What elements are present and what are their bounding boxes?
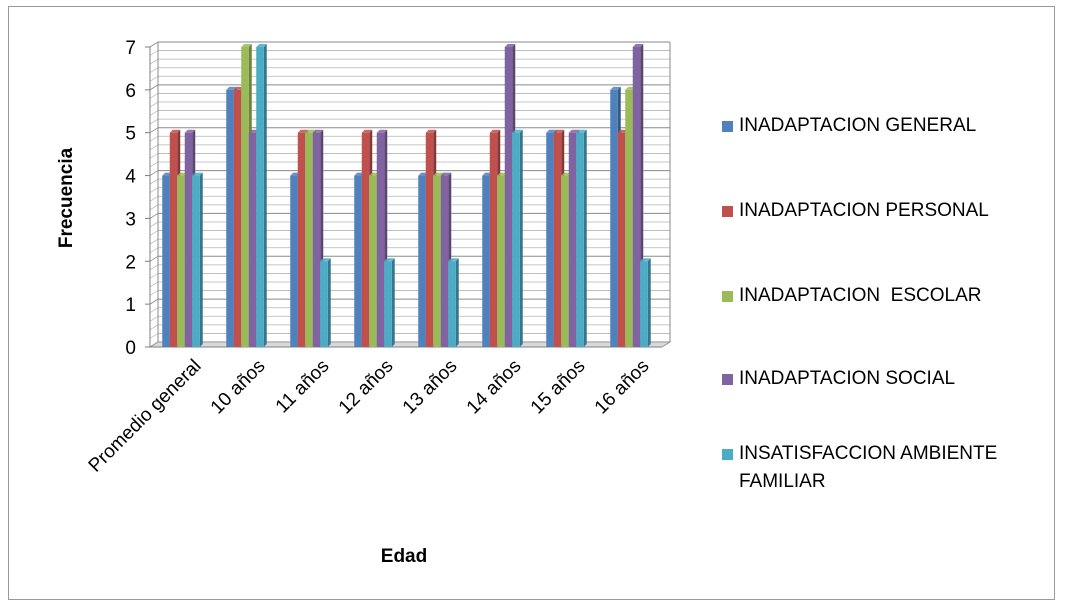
side-gridline (149, 307, 159, 314)
y-tick-label: 6 (125, 81, 136, 102)
bar (512, 129, 523, 347)
side-gridline (149, 101, 159, 108)
side-gridline (149, 238, 159, 245)
y-tick-label: 1 (125, 295, 136, 316)
legend-item: INADAPTACION PERSONAL (722, 197, 1039, 225)
legend-swatch (722, 449, 733, 460)
legend-item: INADAPTACION ESCOLAR (722, 282, 1039, 310)
x-tick-label: 16 años (591, 356, 654, 419)
side-gridline (149, 324, 159, 331)
bars (162, 44, 651, 347)
side-gridline (149, 290, 159, 296)
side-gridline (149, 144, 159, 151)
bar (256, 44, 267, 347)
side-gridline (149, 50, 159, 56)
side-gridline (149, 58, 159, 65)
side-gridline (149, 213, 159, 219)
y-axis-label: Frecuencia (56, 147, 77, 248)
side-gridline (149, 247, 159, 254)
side-gridline (149, 67, 159, 74)
side-gridline (149, 127, 159, 134)
y-tick-label: 5 (125, 124, 136, 145)
bar (384, 258, 395, 347)
legend-label: INADAPTACION PERSONAL (739, 200, 989, 221)
x-tick-label: 14 años (463, 356, 526, 419)
y-tick-label: 0 (125, 338, 136, 359)
bar (448, 258, 459, 347)
x-tick-label: 10 años (207, 356, 270, 419)
y-tick-label: 4 (125, 167, 136, 188)
side-gridline (149, 118, 159, 125)
side-gridline (149, 230, 159, 236)
side-gridline (149, 41, 159, 48)
x-tick-label: 12 años (335, 356, 398, 419)
side-gridline (149, 153, 159, 159)
side-gridline (149, 187, 159, 194)
side-gridline (149, 110, 159, 116)
side-gridline (149, 333, 159, 339)
bar (640, 258, 651, 347)
side-gridline (149, 264, 159, 271)
legend-label: INADAPTACION GENERAL (739, 115, 977, 136)
legend-label: INADAPTACION SOCIAL (739, 368, 956, 389)
legend-swatch (722, 291, 733, 302)
legend-label: INSATISFACCION AMBIENTE FAMILIAR (739, 443, 1003, 492)
x-axis-label: Edad (381, 546, 427, 567)
bar (576, 129, 587, 347)
side-gridline (149, 315, 159, 322)
side-gridline (149, 281, 159, 288)
side-gridline (149, 221, 159, 228)
side-gridline (149, 195, 159, 202)
y-tick-label: 7 (125, 38, 136, 59)
x-tick-label: 15 años (527, 356, 590, 419)
side-gridline (149, 178, 159, 185)
legend-item: INSATISFACCION AMBIENTE FAMILIAR (722, 440, 1039, 496)
x-tick-label: 11 años (272, 356, 334, 418)
legend-swatch (722, 374, 733, 385)
y-tick-label: 2 (125, 252, 136, 273)
bar (192, 172, 203, 347)
side-gridline (149, 298, 159, 305)
legend-swatch (722, 206, 733, 217)
side-gridline (149, 161, 159, 168)
side-gridline (149, 204, 159, 211)
side-gridline (149, 84, 159, 91)
side-gridline (149, 255, 159, 262)
x-tick-label: 13 años (399, 356, 462, 419)
legend-item: INADAPTACION GENERAL (722, 112, 1039, 140)
side-gridline (149, 170, 159, 176)
side-gridline (149, 135, 159, 142)
bar (320, 258, 331, 347)
x-tick-label: Promedio general (85, 356, 206, 477)
y-tick-label: 3 (125, 209, 136, 230)
legend-swatch (722, 121, 733, 132)
legend-label: INADAPTACION ESCOLAR (739, 285, 982, 306)
side-gridline (149, 75, 159, 82)
side-gridline (149, 273, 159, 279)
side-gridline (149, 93, 159, 99)
legend-item: INADAPTACION SOCIAL (722, 365, 1039, 393)
